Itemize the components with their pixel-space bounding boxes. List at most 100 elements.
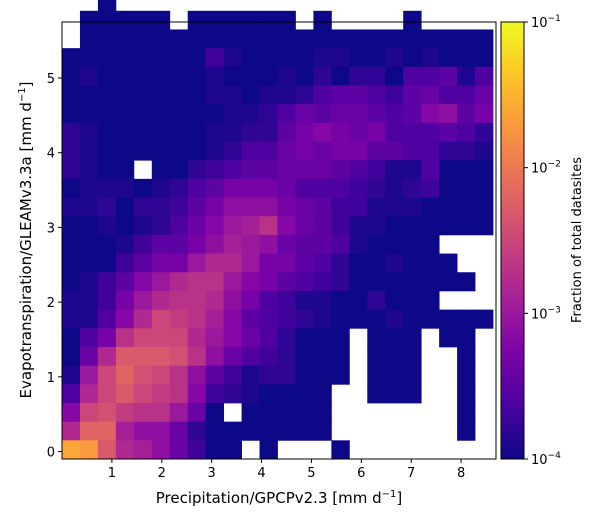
heatmap-cell — [151, 346, 171, 367]
heatmap-cell — [187, 234, 207, 254]
heatmap-cell — [205, 197, 225, 217]
heatmap-cell — [259, 10, 278, 30]
heatmap-cell — [223, 85, 242, 105]
heatmap-cell — [205, 104, 225, 124]
heatmap-cell — [241, 48, 260, 68]
heatmap-cell — [259, 178, 278, 198]
heatmap-cell — [151, 402, 171, 423]
heatmap-cell — [97, 66, 117, 86]
heatmap-cell — [295, 197, 314, 217]
heatmap-cell — [151, 365, 171, 385]
heatmap-cell — [79, 253, 99, 273]
heatmap-cell — [169, 197, 189, 217]
heatmap-cell — [313, 48, 332, 68]
heatmap-cell — [367, 365, 386, 385]
heatmap-cell — [403, 66, 422, 86]
heatmap-cell — [259, 309, 278, 329]
heatmap-cell — [277, 197, 296, 217]
heatmap-cell — [223, 272, 242, 292]
x-tick-label: 6 — [357, 466, 365, 481]
heatmap-cell — [241, 234, 260, 254]
heatmap-cell — [115, 216, 135, 236]
heatmap-cell — [331, 309, 350, 329]
heatmap-cell — [241, 328, 260, 348]
heatmap-cell — [62, 328, 81, 348]
heatmap-cell — [187, 328, 207, 348]
heatmap-cell — [385, 122, 404, 142]
heatmap-cell — [169, 272, 189, 292]
heatmap-cell — [187, 402, 207, 423]
heatmap-cell — [403, 197, 422, 217]
heatmap-cell — [349, 104, 368, 124]
heatmap-cell — [367, 141, 386, 161]
heatmap-cell — [241, 66, 260, 86]
heatmap-cell — [187, 421, 207, 441]
heatmap-cell — [97, 253, 117, 273]
heatmap-cell — [79, 346, 99, 367]
heatmap-cell — [205, 346, 225, 367]
heatmap-cell — [367, 272, 386, 292]
heatmap-cell — [62, 197, 81, 217]
heatmap-cell — [151, 197, 171, 217]
heatmap-cell — [205, 234, 225, 254]
heatmap-cell — [295, 384, 314, 404]
heatmap-cell — [439, 48, 458, 68]
heatmap-cell — [62, 66, 81, 86]
heatmap-cell — [331, 253, 350, 273]
heatmap-cell — [277, 48, 296, 68]
heatmap-cell — [62, 421, 81, 441]
heatmap-cell — [367, 253, 386, 273]
heatmap-cell — [313, 402, 332, 423]
heatmap-cell — [403, 122, 422, 142]
heatmap-cell — [277, 365, 296, 385]
heatmap-cell — [133, 440, 153, 460]
heatmap-cell — [313, 421, 332, 441]
heatmap-cell — [331, 66, 350, 86]
heatmap-cell — [169, 160, 189, 180]
heatmap-cell — [115, 104, 135, 124]
heatmap-cell — [277, 421, 296, 441]
heatmap-cell — [385, 160, 404, 180]
heatmap-cell — [331, 234, 350, 254]
heatmap-cell — [169, 216, 189, 236]
heatmap-cell — [62, 309, 81, 329]
heatmap-cell — [259, 160, 278, 180]
heatmap-cell — [223, 29, 242, 49]
heatmap-cell — [313, 253, 332, 273]
heatmap-cell — [457, 104, 476, 124]
heatmap-cell — [115, 234, 135, 254]
heatmap-cell — [277, 104, 296, 124]
heatmap-cell — [259, 253, 278, 273]
heatmap-cell — [241, 253, 260, 273]
heatmap-cell — [295, 234, 314, 254]
heatmap-cell — [277, 29, 296, 49]
heatmap-cell — [169, 328, 189, 348]
colorbar-tick-label: 10−3 — [531, 305, 561, 322]
heatmap-cell — [205, 384, 225, 404]
heatmap-cell — [151, 29, 171, 49]
heatmap-cell — [187, 197, 207, 217]
heatmap-cell — [259, 197, 278, 217]
heatmap-cell — [133, 10, 153, 30]
heatmap-cell — [331, 85, 350, 105]
heatmap-cell — [439, 104, 458, 124]
heatmap-cell — [97, 0, 117, 12]
heatmap-cell — [223, 178, 242, 198]
heatmap-cell — [205, 66, 225, 86]
heatmap-cell — [169, 104, 189, 124]
heatmap-cell — [259, 29, 278, 49]
heatmap-cell — [385, 29, 404, 49]
heatmap-cell — [457, 122, 476, 142]
heatmap-cell — [151, 104, 171, 124]
heatmap-cell — [169, 122, 189, 142]
heatmap-cell — [133, 402, 153, 423]
heatmap-cell — [62, 253, 81, 273]
heatmap-cell — [277, 234, 296, 254]
heatmap-cell — [403, 216, 422, 236]
heatmap-cell — [367, 48, 386, 68]
heatmap-cell — [79, 216, 99, 236]
heatmap-cell — [241, 309, 260, 329]
heatmap-cell — [349, 216, 368, 236]
heatmap-cell — [385, 253, 404, 273]
heatmap-cell — [79, 10, 99, 30]
